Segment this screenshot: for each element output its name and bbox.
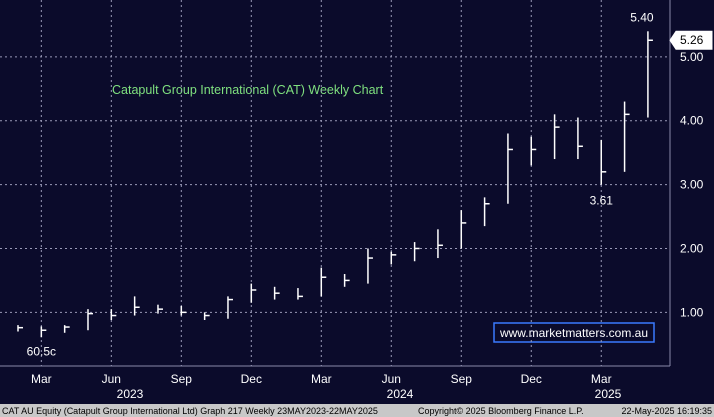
x-tick-label: Sep xyxy=(451,372,473,386)
footer-copyright: Copyright© 2025 Bloomberg Finance L.P. xyxy=(418,406,584,416)
last-value-label: 5.26 xyxy=(680,33,704,47)
watermark: www.marketmatters.com.au xyxy=(499,326,648,340)
year-label: 2024 xyxy=(387,387,414,401)
x-tick-label: Jun xyxy=(382,372,401,386)
x-tick-label: Dec xyxy=(521,372,542,386)
x-tick-label: Jun xyxy=(102,372,121,386)
footer-left: CAT AU Equity (Catapult Group Internatio… xyxy=(2,406,378,416)
last-value-box xyxy=(669,30,713,50)
annotation: 60.5c xyxy=(27,344,56,358)
chart-title: Catapult Group International (CAT) Weekl… xyxy=(112,83,384,97)
x-tick-label: Mar xyxy=(31,372,52,386)
x-axis-area xyxy=(0,366,714,404)
x-tick-label: Sep xyxy=(171,372,193,386)
x-tick-label: Dec xyxy=(241,372,262,386)
watermark-box xyxy=(493,322,655,343)
annotation: 5.40 xyxy=(630,10,654,24)
year-label: 2023 xyxy=(117,387,144,401)
x-tick-label: Mar xyxy=(311,372,332,386)
year-label: 2025 xyxy=(595,387,622,401)
footer-date: 22-May-2025 16:19:35 xyxy=(621,406,712,416)
y-tick-label: 3.00 xyxy=(680,178,704,192)
annotation: 3.61 xyxy=(590,194,614,208)
y-tick-label: 4.00 xyxy=(680,114,704,128)
y-tick-label: 1.00 xyxy=(680,305,704,319)
footer-bar xyxy=(0,404,714,417)
x-tick-label: Mar xyxy=(591,372,612,386)
y-tick-label: 5.00 xyxy=(680,50,704,64)
y-tick-label: 2.00 xyxy=(680,241,704,255)
